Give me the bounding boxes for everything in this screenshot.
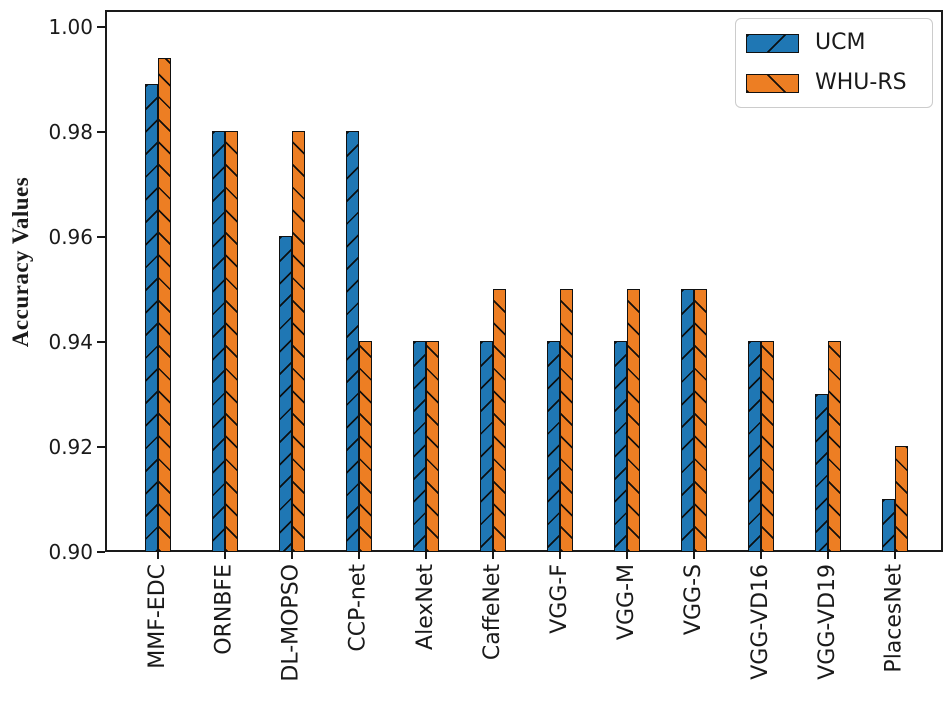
bar-whu-rs-mmf-edc: [158, 57, 171, 552]
y-tick-label-0.94: 0.94: [48, 330, 93, 354]
x-tick-vgg-vd16: [760, 552, 762, 559]
bar-whu-rs-ccp-net: [359, 341, 372, 552]
y-tick-label-0.92: 0.92: [48, 435, 93, 459]
bar-whu-rs-vgg-m: [627, 288, 640, 552]
legend-label-whu-rs: WHU-RS: [815, 70, 907, 95]
x-tick-alexnet: [425, 552, 427, 559]
x-tick-placesnet: [894, 552, 896, 559]
y-tick-label-0.96: 0.96: [48, 225, 93, 249]
x-tick-dl-mopso: [291, 552, 293, 559]
bar-ucm-mmf-edc: [145, 83, 158, 552]
y-tick-label-0.98: 0.98: [48, 120, 93, 144]
x-tick-caffenet: [492, 552, 494, 559]
bar-ucm-vgg-f: [547, 341, 560, 552]
bar-whu-rs-vgg-vd16: [761, 341, 774, 552]
legend-item-whu-rs: WHU-RS: [746, 71, 918, 95]
x-tick-label-ccp-net: CCP-net: [346, 564, 371, 652]
y-tick-0.92: [97, 446, 105, 448]
x-tick-ccp-net: [358, 552, 360, 559]
x-tick-label-vgg-vd19: VGG-VD19: [815, 564, 840, 680]
y-tick-1.00: [97, 26, 105, 28]
bar-whu-rs-ornbfe: [225, 131, 238, 552]
bar-whu-rs-dl-mopso: [292, 131, 305, 552]
bar-ucm-ccp-net: [346, 131, 359, 552]
y-tick-label-1.00: 1.00: [48, 15, 93, 39]
x-tick-mmf-edc: [157, 552, 159, 559]
legend: UCM WHU-RS: [735, 18, 933, 108]
y-tick-0.98: [97, 131, 105, 133]
y-axis-label: Accuracy Values: [8, 176, 33, 348]
bar-ucm-vgg-s: [681, 288, 694, 552]
bar-ucm-ornbfe: [212, 131, 225, 552]
bar-whu-rs-vgg-s: [694, 288, 707, 552]
legend-label-ucm: UCM: [815, 30, 866, 55]
x-tick-label-caffenet: CaffeNet: [480, 564, 505, 661]
bar-whu-rs-placesnet: [895, 446, 908, 552]
legend-item-ucm: UCM: [746, 31, 918, 55]
bar-whu-rs-alexnet: [426, 341, 439, 552]
x-tick-label-placesnet: PlacesNet: [882, 564, 907, 673]
x-tick-vgg-m: [626, 552, 628, 559]
x-tick-vgg-f: [559, 552, 561, 559]
y-tick-0.90: [97, 551, 105, 553]
bar-whu-rs-vgg-f: [560, 288, 573, 552]
bar-whu-rs-vgg-vd19: [828, 341, 841, 552]
y-tick-0.94: [97, 341, 105, 343]
x-tick-label-mmf-edc: MMF-EDC: [145, 564, 170, 669]
x-tick-vgg-s: [693, 552, 695, 559]
bar-ucm-caffenet: [480, 341, 493, 552]
x-tick-vgg-vd19: [827, 552, 829, 559]
y-tick-0.96: [97, 236, 105, 238]
legend-swatch-whu-rs: [746, 73, 799, 93]
x-tick-label-alexnet: AlexNet: [413, 564, 438, 650]
x-tick-ornbfe: [224, 552, 226, 559]
x-tick-label-dl-mopso: DL-MOPSO: [279, 564, 304, 682]
x-tick-label-vgg-s: VGG-S: [681, 564, 706, 636]
bar-ucm-vgg-m: [614, 341, 627, 552]
bar-whu-rs-caffenet: [493, 288, 506, 552]
bar-ucm-vgg-vd19: [815, 393, 828, 552]
bar-ucm-alexnet: [413, 341, 426, 552]
x-tick-label-ornbfe: ORNBFE: [212, 564, 237, 655]
x-tick-label-vgg-f: VGG-F: [547, 564, 572, 634]
bar-ucm-dl-mopso: [279, 236, 292, 552]
legend-swatch-ucm: [746, 33, 799, 53]
y-tick-label-0.90: 0.90: [48, 540, 93, 564]
bar-ucm-placesnet: [882, 498, 895, 552]
x-tick-label-vgg-vd16: VGG-VD16: [748, 564, 773, 680]
bar-ucm-vgg-vd16: [748, 341, 761, 552]
x-tick-label-vgg-m: VGG-M: [614, 564, 639, 641]
